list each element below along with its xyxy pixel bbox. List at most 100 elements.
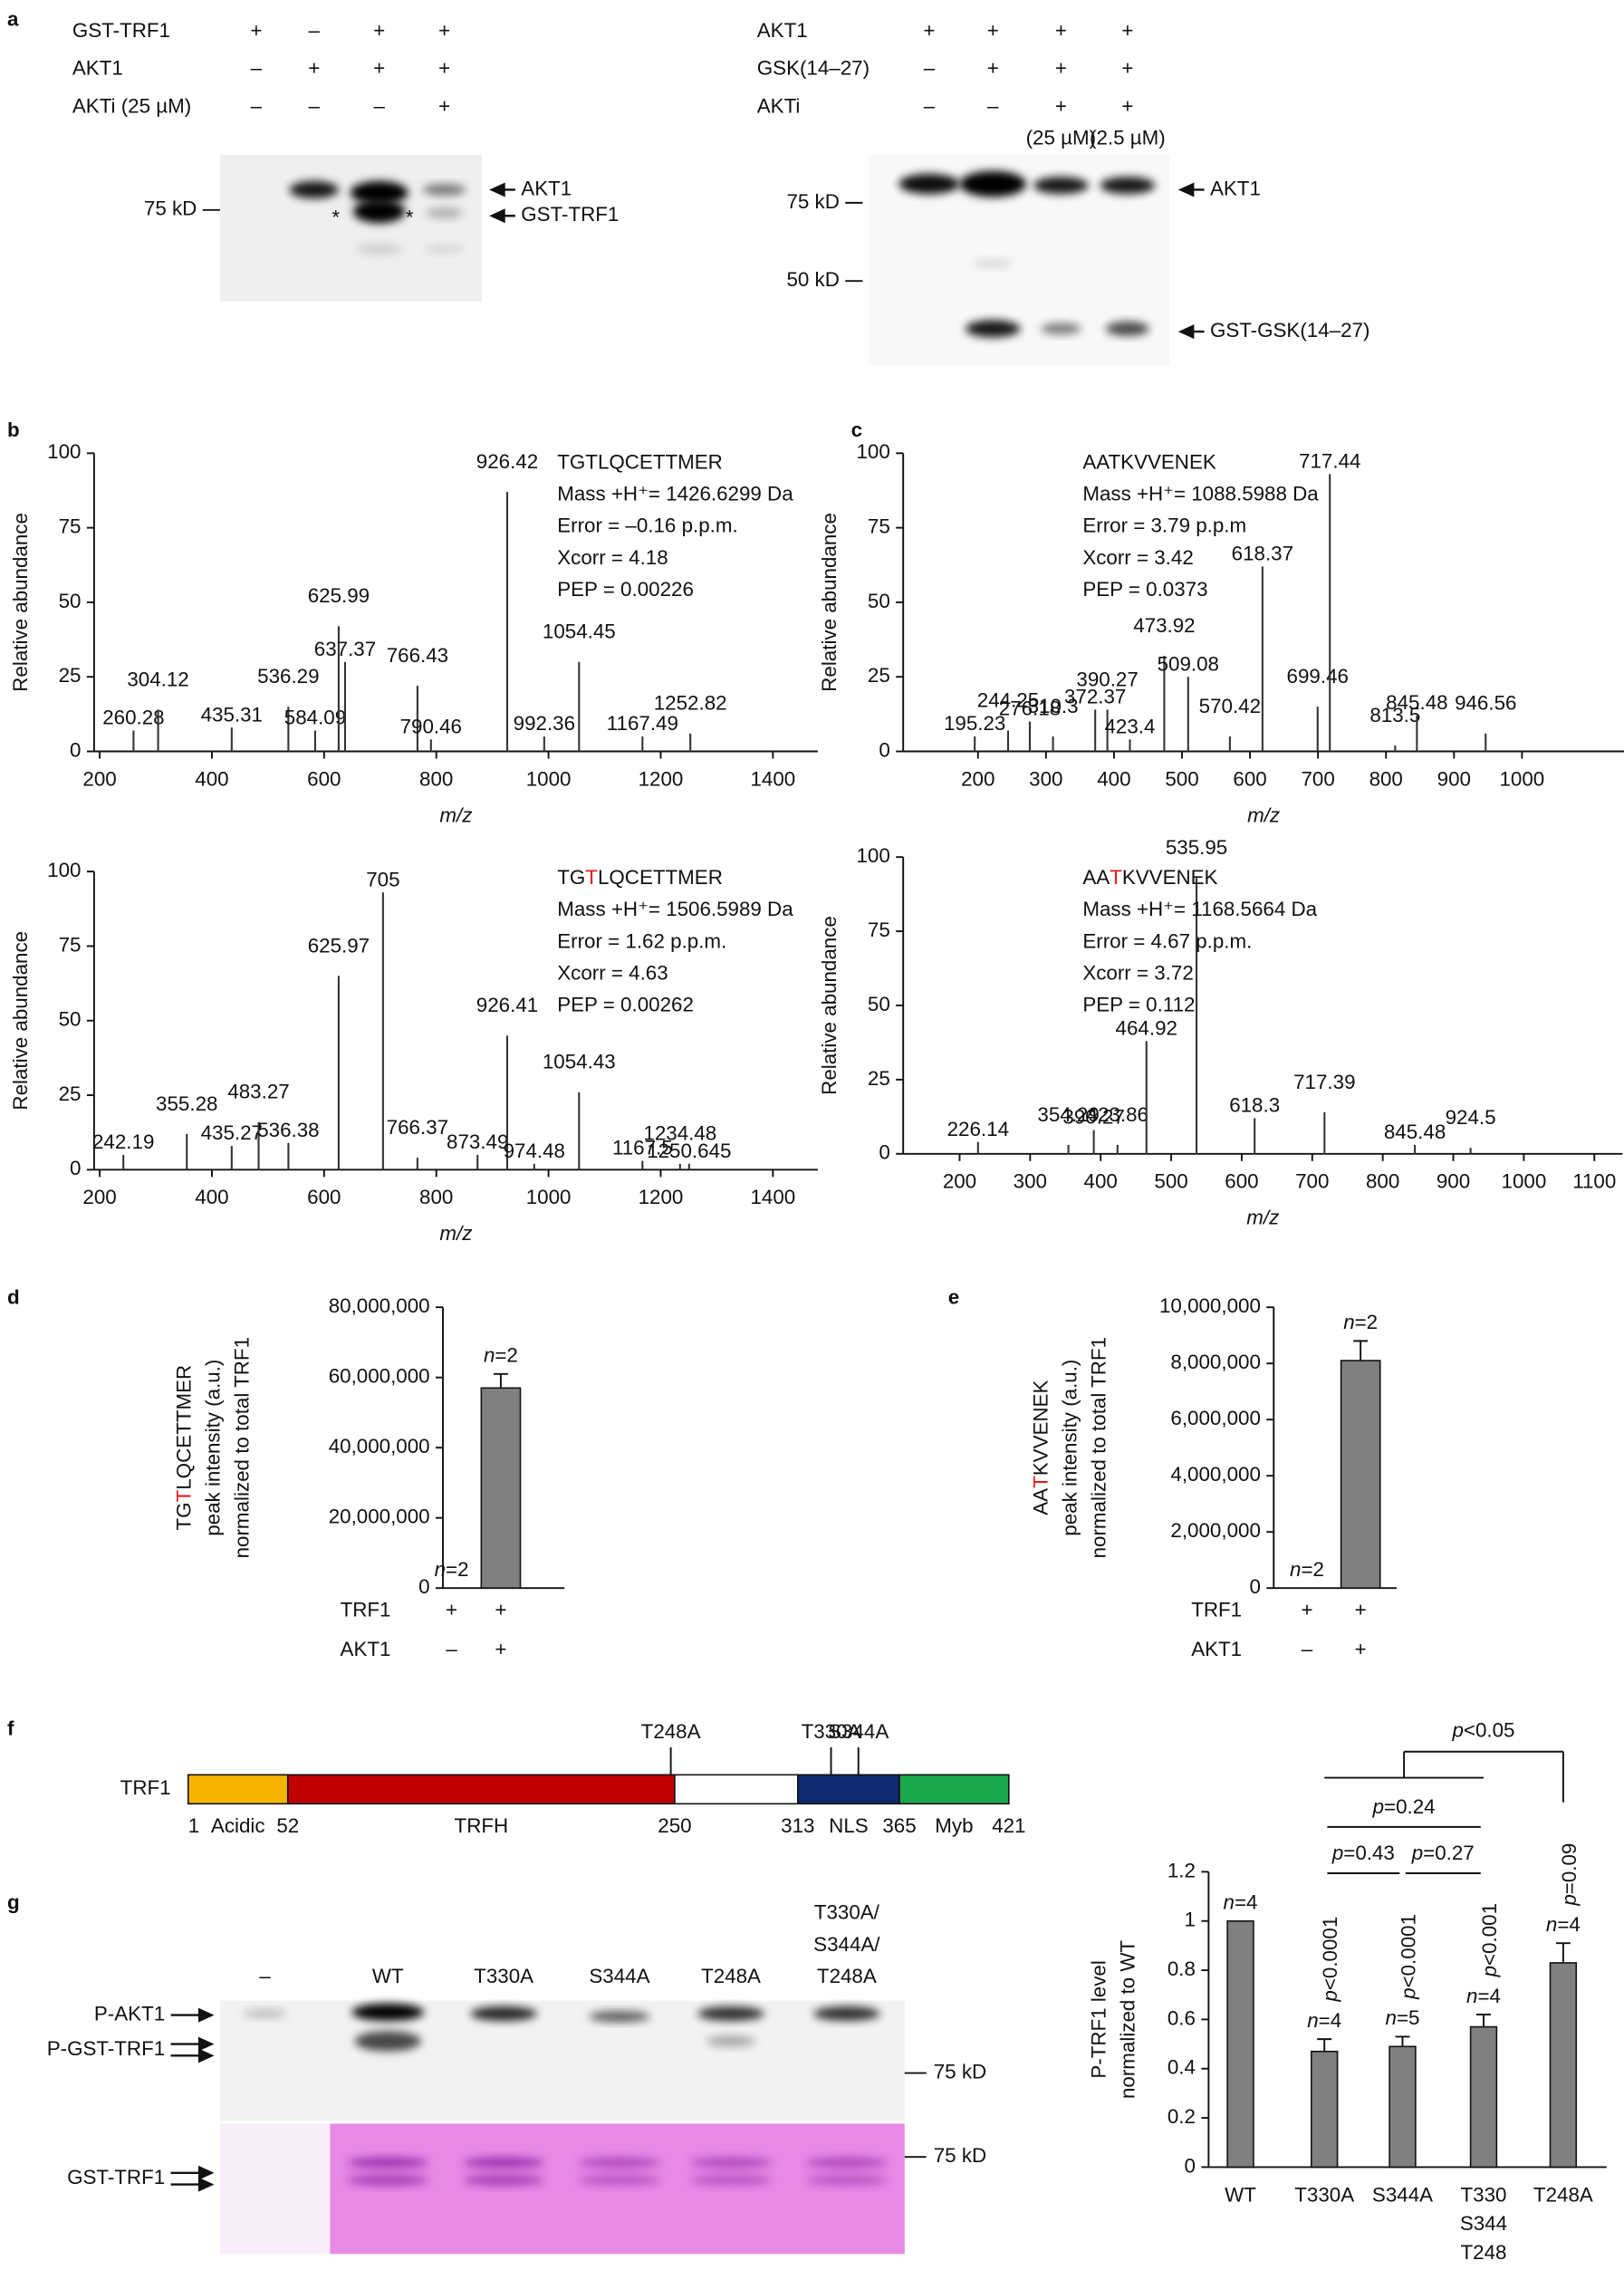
lane-mark: – xyxy=(309,19,321,42)
peak-label: 372.37 xyxy=(1064,686,1126,708)
italic-symbol: p xyxy=(1411,1842,1423,1864)
y-axis-label-part: TG xyxy=(172,1502,195,1530)
bracket-label: p=0.27 xyxy=(1411,1842,1475,1864)
blot-band xyxy=(1100,177,1156,195)
blot-g-autoradiograph xyxy=(219,2000,905,2121)
italic-symbol: n xyxy=(435,1558,446,1581)
p-label: p<0.0001 xyxy=(1319,1917,1341,2003)
x-tick-label: 1200 xyxy=(639,1186,684,1208)
peak-label: 390.27 xyxy=(1076,668,1138,690)
peak-label: 423.4 xyxy=(1105,715,1156,737)
italic-symbol: p xyxy=(1319,1990,1341,2002)
condition-mark: – xyxy=(1302,1638,1313,1660)
x-tick-label: 400 xyxy=(1097,767,1130,790)
lane-mark: + xyxy=(438,94,450,117)
italic-symbol: p xyxy=(1397,1987,1419,1999)
band-label: AKT1 xyxy=(521,177,572,199)
peak-label: 390.27 xyxy=(1062,1106,1124,1129)
y-tick-label: 0.2 xyxy=(1168,2105,1196,2128)
y-tick-label: 4,000,000 xyxy=(1170,1463,1260,1486)
domain xyxy=(187,1774,289,1805)
arrow-head xyxy=(197,2048,215,2063)
bar xyxy=(480,1387,522,1589)
italic-symbol: n xyxy=(1466,1985,1477,2007)
blot-band xyxy=(813,2006,880,2021)
peak-label: 244.25 xyxy=(977,688,1039,711)
p-label: p<0.0001 xyxy=(1397,1914,1419,2000)
relation: =2 xyxy=(1301,1558,1324,1581)
peak-label: 304.12 xyxy=(127,668,188,690)
y-axis-label: TGTLQCETTMER xyxy=(172,1365,195,1531)
bar xyxy=(1340,1360,1381,1589)
relation: =2 xyxy=(1355,1311,1379,1333)
peak-label: 473.92 xyxy=(1133,614,1195,637)
lane-mark: + xyxy=(250,19,262,42)
mutation-label: S344A xyxy=(828,1720,889,1743)
x-tick-label: 200 xyxy=(82,1186,116,1208)
blot-band xyxy=(1040,322,1081,335)
spectrum-info: Error = 4.67 p.p.m. xyxy=(1082,929,1252,952)
blot-band xyxy=(354,2031,422,2052)
x-tick-label: 1100 xyxy=(1572,1170,1616,1193)
y-tick-label: 100 xyxy=(47,440,81,463)
italic-symbol: n xyxy=(1290,1558,1301,1581)
relation: =0.24 xyxy=(1384,1795,1436,1818)
lane-mark: + xyxy=(1055,19,1067,42)
y-tick-label: 50 xyxy=(868,590,890,612)
n-label: n=2 xyxy=(435,1558,469,1581)
p-label: p<0.001 xyxy=(1478,1903,1501,1977)
lane-mark: – xyxy=(987,94,999,117)
band-label: P-GST-TRF1 xyxy=(47,2037,165,2060)
relation: =0.09 xyxy=(1558,1843,1581,1895)
peptide: TGTLQCETTMER xyxy=(557,866,723,889)
domain-name: TRFH xyxy=(455,1814,509,1837)
peak-label: 435.31 xyxy=(201,703,263,726)
y-tick-label: 75 xyxy=(59,933,82,956)
condition-mark: + xyxy=(1355,1599,1367,1621)
peak-label: 926.42 xyxy=(476,450,538,473)
spectrum-info: Xcorr = 4.18 xyxy=(557,546,668,569)
x-tick-label: 800 xyxy=(1369,767,1403,790)
blot-band xyxy=(425,207,464,219)
x-tick-label: 300 xyxy=(1029,767,1062,790)
panel-label: g xyxy=(7,1890,20,1913)
italic-symbol: p xyxy=(1451,1718,1463,1741)
x-tick-label: 200 xyxy=(943,1170,976,1193)
x-tick-label: WT xyxy=(1225,2183,1256,2206)
peak-label: 536.29 xyxy=(257,665,319,688)
lane-mark: + xyxy=(438,57,450,80)
blot-band xyxy=(697,2006,764,2021)
p-label: p=0.09 xyxy=(1558,1843,1581,1907)
panel-label: d xyxy=(7,1285,20,1308)
peak-label: 873.49 xyxy=(447,1130,508,1153)
protein-label: TRF1 xyxy=(120,1776,171,1799)
spectrum-info: Xcorr = 4.63 xyxy=(557,962,668,985)
italic-symbol: p xyxy=(1558,1894,1581,1906)
spectrum-info: Mass +H⁺= 1168.5664 Da xyxy=(1082,898,1317,920)
bar xyxy=(1549,1962,1578,2169)
lane-label: T330A/ xyxy=(814,1901,880,1924)
x-tick-label: 600 xyxy=(307,1186,341,1208)
y-tick-label: 0 xyxy=(70,738,81,761)
lane-mark: – xyxy=(924,57,936,80)
y-tick-label: 1.2 xyxy=(1168,1859,1196,1881)
lane-mark: + xyxy=(373,19,385,42)
y-tick-label: 0 xyxy=(1185,2154,1196,2177)
blot-band xyxy=(347,2174,429,2187)
panel-label: e xyxy=(948,1285,959,1308)
n-label: n=4 xyxy=(1546,1913,1581,1936)
peak-label: 845.48 xyxy=(1384,1121,1446,1143)
row-label: GST-TRF1 xyxy=(72,19,170,42)
x-tick-label: 700 xyxy=(1301,767,1334,790)
blot-band xyxy=(350,180,408,205)
blot-band xyxy=(424,245,465,254)
italic-symbol: n xyxy=(1224,1890,1235,1913)
italic-symbol: n xyxy=(1546,1913,1557,1936)
y-tick-label: 20,000,000 xyxy=(329,1505,430,1528)
lane-mark: + xyxy=(987,19,999,42)
bracket-label: p<0.05 xyxy=(1451,1718,1514,1741)
domain-name: Myb xyxy=(935,1814,973,1837)
arrow-head xyxy=(489,182,505,197)
residue-number: 52 xyxy=(276,1814,299,1837)
peak-label: 242.19 xyxy=(92,1130,154,1153)
